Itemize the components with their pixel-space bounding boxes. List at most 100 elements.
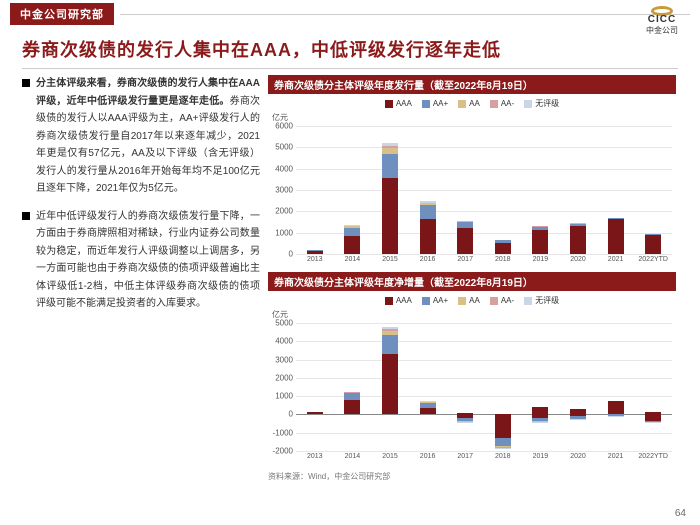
x-tick: 2017: [457, 453, 473, 460]
bar-group-pos: [420, 401, 436, 414]
legend-label: AAA: [396, 296, 412, 305]
legend-label: 无评级: [535, 295, 559, 306]
y-tick: 4000: [275, 164, 293, 173]
legend-swatch: [490, 100, 498, 108]
bar-segment: [382, 354, 398, 414]
chart1-plot: 0100020003000400050006000: [296, 126, 672, 254]
bar-segment: [608, 401, 624, 415]
y-tick: 6000: [275, 122, 293, 131]
bar-segment: [608, 219, 624, 254]
chart1-area: AAAAA+AAAA-无评级 亿元 0100020003000400050006…: [268, 94, 676, 272]
text-column: 分主体评级来看，券商次级债的发行人集中在AAA评级，近年中低评级发行量更是逐年走…: [22, 75, 260, 482]
bar-segment: [532, 230, 548, 254]
page-title: 券商次级债的发行人集中在AAA，中低评级发行逐年走低: [0, 28, 700, 64]
x-tick: 2017: [457, 256, 473, 263]
bar-group: [307, 250, 323, 254]
content-row: 分主体评级来看，券商次级债的发行人集中在AAA评级，近年中低评级发行量更是逐年走…: [0, 75, 700, 482]
page-number: 64: [675, 508, 686, 519]
bar-group-neg: [457, 414, 473, 422]
chart1-x-axis: 2013201420152016201720182019202020212022…: [296, 256, 672, 270]
y-tick: 1000: [275, 228, 293, 237]
legend-label: AA: [469, 99, 480, 108]
bar-segment: [382, 154, 398, 179]
bar-segment: [570, 226, 586, 254]
x-tick: 2013: [307, 453, 323, 460]
bar-group-neg: [495, 414, 511, 449]
x-tick: 2014: [345, 453, 361, 460]
cicc-logo: CICC 中金公司: [632, 6, 692, 36]
bullet-item: 近年中低评级发行人的券商次级债发行量下降，一方面由于券商牌照相对稀缺，行业内证券…: [22, 208, 260, 313]
y-tick: 1000: [275, 392, 293, 401]
bar-group: [608, 218, 624, 254]
bar-segment: [420, 408, 436, 414]
bar-segment: [532, 407, 548, 414]
bar-segment: [495, 243, 511, 254]
x-tick: 2018: [495, 256, 511, 263]
legend-swatch: [458, 100, 466, 108]
x-tick: 2020: [570, 256, 586, 263]
x-tick: 2014: [345, 256, 361, 263]
legend-item: AAA: [385, 98, 412, 109]
bar-segment: [645, 235, 661, 254]
logo-en: CICC: [648, 14, 676, 25]
legend-label: AA-: [501, 296, 514, 305]
legend-label: AA+: [433, 99, 448, 108]
x-tick: 2016: [420, 453, 436, 460]
x-tick: 2015: [382, 453, 398, 460]
bar-group: [570, 223, 586, 254]
bar-group-neg: [570, 414, 586, 419]
legend-swatch: [385, 100, 393, 108]
chart2-area: AAAAA+AAAA-无评级 亿元 -2000-1000010002000300…: [268, 291, 676, 469]
bar-segment: [495, 438, 511, 445]
chart2-legend: AAA AA+ AA AA- 无评级: [270, 295, 674, 306]
y-tick: 4000: [275, 337, 293, 346]
bar-segment: [457, 228, 473, 254]
y-tick: 0: [289, 250, 293, 259]
bar-segment: [307, 251, 323, 254]
bullet-icon: [22, 79, 30, 87]
bullet-item: 分主体评级来看，券商次级债的发行人集中在AAA评级，近年中低评级发行量更是逐年走…: [22, 75, 260, 198]
source-label: 资料来源：Wind，中金公司研究部: [268, 469, 676, 482]
legend-label: AAA: [396, 99, 412, 108]
y-tick: 2000: [275, 373, 293, 382]
legend-item: AA: [458, 98, 480, 109]
bar-group: [344, 225, 360, 254]
x-tick: 2013: [307, 256, 323, 263]
legend-label: AA+: [433, 296, 448, 305]
bar-group-pos: [307, 412, 323, 415]
bar-group: [382, 143, 398, 254]
y-tick: -2000: [273, 447, 293, 456]
legend-swatch: [524, 100, 532, 108]
x-tick: 2016: [420, 256, 436, 263]
chart2-plot: -2000-1000010002000300040005000: [296, 323, 672, 451]
legend-item: 无评级: [524, 295, 559, 306]
legend-swatch: [422, 100, 430, 108]
legend-label: 无评级: [535, 98, 559, 109]
y-tick: 5000: [275, 143, 293, 152]
bullet-text: 近年中低评级发行人的券商次级债发行量下降，一方面由于券商牌照相对稀缺，行业内证券…: [36, 208, 260, 313]
bar-segment: [344, 236, 360, 254]
y-tick: 2000: [275, 207, 293, 216]
legend-swatch: [458, 297, 466, 305]
header-rule: [120, 14, 690, 15]
bar-segment: [382, 178, 398, 254]
bar-group-neg: [608, 414, 624, 416]
bar-group-pos: [382, 327, 398, 415]
bar-group-pos: [344, 392, 360, 415]
x-tick: 2019: [533, 256, 549, 263]
bar-group: [420, 201, 436, 254]
header: 中金公司研究部: [0, 0, 700, 28]
legend-swatch: [385, 297, 393, 305]
chart2-title: 券商次级债分主体评级年度净增量（截至2022年8月19日）: [268, 272, 676, 291]
chart2-x-axis: 2013201420152016201720182019202020212022…: [296, 453, 672, 467]
charts-column: 券商次级债分主体评级年度发行量（截至2022年8月19日） AAAAA+AAAA…: [268, 75, 676, 482]
title-rule: [22, 68, 678, 69]
legend-item: AA+: [422, 98, 448, 109]
bar-group: [532, 226, 548, 254]
bar-group-neg: [532, 414, 548, 422]
bar-segment: [420, 205, 436, 219]
bar-segment: [495, 448, 511, 449]
legend-label: AA-: [501, 99, 514, 108]
legend-label: AA: [469, 296, 480, 305]
bar-group-pos: [608, 401, 624, 415]
